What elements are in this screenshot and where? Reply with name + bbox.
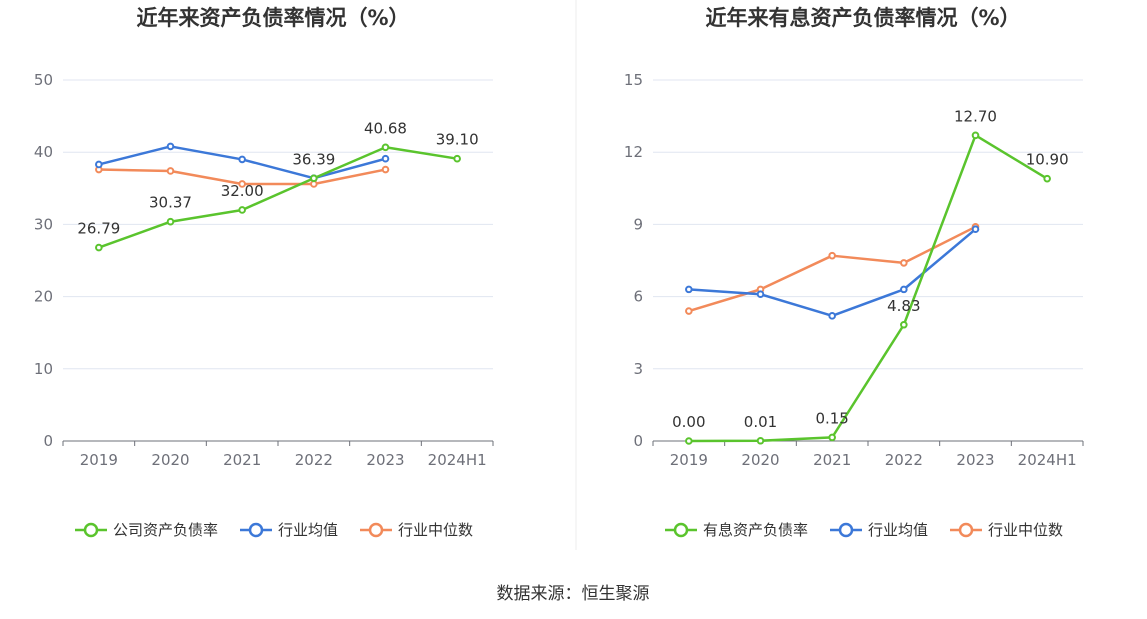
- data-point-company[interactable]: [95, 243, 103, 252]
- data-point-company[interactable]: [310, 174, 318, 183]
- data-point-industry-median[interactable]: [685, 307, 693, 315]
- y-tick-label: 0: [43, 432, 53, 450]
- data-point-industry-median[interactable]: [238, 180, 246, 188]
- x-tick-label: 2020: [741, 451, 779, 469]
- data-point-company[interactable]: [453, 154, 461, 163]
- chart-debt-ratio: 近年来资产负债率情况（%） 0 10 20 30 40 50 2019 2020 2021 2022…: [34, 6, 494, 539]
- data-point-industry-average[interactable]: [828, 312, 836, 320]
- legend-item-industry-median[interactable]: 行业中位数: [950, 521, 1063, 539]
- legend-item-industry-median[interactable]: 行业中位数: [360, 521, 473, 539]
- data-label: 26.79: [77, 220, 120, 238]
- data-point-industry-average[interactable]: [381, 154, 390, 163]
- legend-marker: [83, 522, 99, 538]
- data-label: 39.10: [436, 131, 479, 149]
- x-tick-label: 2019: [80, 451, 118, 469]
- legend-marker: [958, 522, 974, 538]
- data-point-industry-average[interactable]: [238, 155, 246, 164]
- x-tick-label: 2023: [956, 451, 994, 469]
- x-tick-label: 2022: [295, 451, 333, 469]
- data-point-industry-average[interactable]: [756, 290, 765, 298]
- y-tick-label: 15: [624, 71, 643, 89]
- data-point-company[interactable]: [1043, 174, 1051, 183]
- y-tick-label: 10: [34, 360, 53, 378]
- data-label: 32.00: [221, 182, 264, 200]
- series-line-industry-median: [688, 225, 977, 313]
- chart-title: 近年来有息资产负债率情况（%）: [705, 6, 1020, 30]
- y-tick-label: 0: [633, 432, 643, 450]
- legend-marker: [248, 522, 264, 538]
- legend-marker: [673, 522, 689, 538]
- data-point-industry-average[interactable]: [971, 225, 980, 234]
- data-point-industry-median[interactable]: [828, 251, 836, 260]
- series-line-industry-average: [688, 228, 977, 318]
- data-point-company[interactable]: [756, 436, 765, 445]
- data-label: 0.15: [815, 409, 848, 427]
- data-label: 12.70: [954, 107, 997, 125]
- data-source-note: 数据来源：恒生聚源: [497, 584, 650, 604]
- x-tick-label: 2021: [813, 451, 851, 469]
- data-point-company[interactable]: [971, 131, 980, 140]
- x-tick-label: 2022: [885, 451, 923, 469]
- y-tick-label: 9: [633, 215, 643, 233]
- legend-item-industry-average[interactable]: 行业均值: [240, 521, 338, 539]
- y-tick-label: 12: [624, 143, 643, 161]
- y-tick-label: 6: [633, 288, 643, 306]
- data-point-industry-average[interactable]: [95, 160, 103, 169]
- data-point-company[interactable]: [900, 320, 908, 329]
- data-point-industry-median[interactable]: [166, 167, 175, 175]
- data-label: 40.68: [364, 119, 407, 137]
- data-label: 0.00: [672, 413, 705, 431]
- x-tick-label: 2021: [223, 451, 261, 469]
- data-point-company[interactable]: [685, 437, 693, 445]
- legend-item-company[interactable]: 公司资产负债率: [75, 521, 218, 539]
- legend-label: 行业中位数: [988, 521, 1063, 539]
- chart-interest-bearing-debt-ratio: 近年来有息资产负债率情况（%） 0 3 6 9 12 15 2019 2020 2021 2022 2…: [624, 6, 1084, 539]
- legend-label: 行业均值: [278, 521, 338, 539]
- legend-marker: [838, 522, 854, 538]
- series-line-company: [688, 134, 1048, 443]
- data-label: 10.90: [1026, 151, 1069, 169]
- legend-label: 有息资产负债率: [703, 521, 808, 539]
- data-point-industry-median[interactable]: [381, 165, 390, 174]
- x-tick-label: 2024H1: [1018, 451, 1077, 469]
- legend-item-company[interactable]: 有息资产负债率: [665, 521, 808, 539]
- data-point-company[interactable]: [238, 206, 246, 214]
- y-tick-label: 50: [34, 71, 53, 89]
- data-point-company[interactable]: [166, 217, 175, 226]
- data-point-industry-average[interactable]: [166, 142, 175, 151]
- data-label: 0.01: [744, 413, 777, 431]
- x-tick-label: 2020: [151, 451, 189, 469]
- data-point-industry-median[interactable]: [900, 259, 908, 267]
- x-tick-label: 2024H1: [428, 451, 487, 469]
- legend-item-industry-average[interactable]: 行业均值: [830, 521, 928, 539]
- series-line-company: [98, 146, 458, 249]
- y-tick-label: 30: [34, 215, 53, 233]
- y-tick-label: 20: [34, 288, 53, 306]
- data-point-company[interactable]: [381, 143, 390, 152]
- legend-label: 行业均值: [868, 521, 928, 539]
- y-tick-label: 40: [34, 143, 53, 161]
- y-tick-label: 3: [633, 360, 643, 378]
- data-point-industry-average[interactable]: [900, 285, 908, 294]
- chart-title: 近年来资产负债率情况（%）: [136, 6, 409, 30]
- data-point-industry-average[interactable]: [685, 285, 693, 294]
- data-label: 36.39: [292, 150, 335, 168]
- legend-label: 行业中位数: [398, 521, 473, 539]
- data-point-company[interactable]: [828, 433, 836, 442]
- legend-label: 公司资产负债率: [113, 521, 218, 539]
- data-label: 30.37: [149, 194, 192, 212]
- data-label: 4.83: [887, 297, 920, 315]
- legend-marker: [368, 522, 384, 538]
- x-tick-label: 2019: [670, 451, 708, 469]
- x-tick-label: 2023: [366, 451, 404, 469]
